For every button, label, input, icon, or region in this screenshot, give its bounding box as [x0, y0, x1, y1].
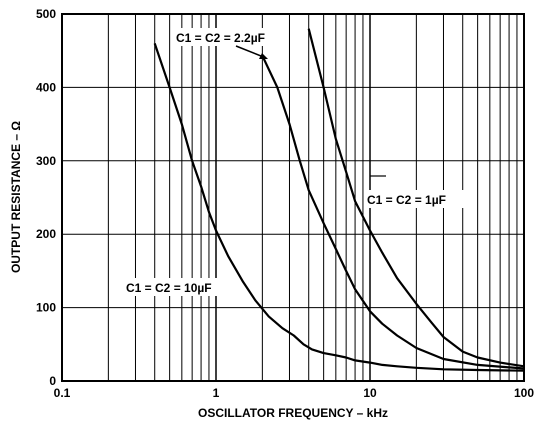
annotation-bg-10uf [122, 278, 236, 296]
y-tick-label: 0 [49, 374, 56, 388]
annotation-1uf: C1 = C2 = 1µF [367, 193, 446, 207]
y-tick-label: 100 [36, 301, 56, 315]
y-tick-label: 500 [36, 7, 56, 21]
x-tick-label: 1 [213, 386, 220, 400]
y-tick-label: 300 [36, 154, 56, 168]
y-tick-label: 400 [36, 80, 56, 94]
series-line-2 [261, 55, 525, 370]
annotation-bg-2-2uf [172, 28, 280, 46]
series-line-1 [153, 43, 525, 372]
x-tick-label: 0.1 [54, 386, 71, 400]
x-tick-labels: 0.1 1 10 100 [54, 386, 535, 400]
annotation-arrowhead-2-2uf [259, 53, 268, 59]
annotation-10uf: C1 = C2 = 10µF [126, 281, 212, 295]
annotation-bg-1uf [364, 190, 468, 208]
annotation-2-2uf: C1 = C2 = 2.2µF [176, 31, 265, 45]
y-axis-label: OUTPUT RESISTANCE – Ω [9, 121, 23, 273]
grid [61, 13, 524, 382]
series-line-3 [307, 28, 525, 368]
plot-frame [61, 13, 525, 382]
y-tick-labels: 0 100 200 300 400 500 [36, 7, 56, 388]
y-tick-label: 200 [36, 227, 56, 241]
x-tick-label: 10 [363, 386, 377, 400]
x-axis-label: OSCILLATOR FREQUENCY – kHz [198, 406, 388, 420]
curves [153, 28, 525, 372]
x-tick-label: 100 [514, 386, 534, 400]
